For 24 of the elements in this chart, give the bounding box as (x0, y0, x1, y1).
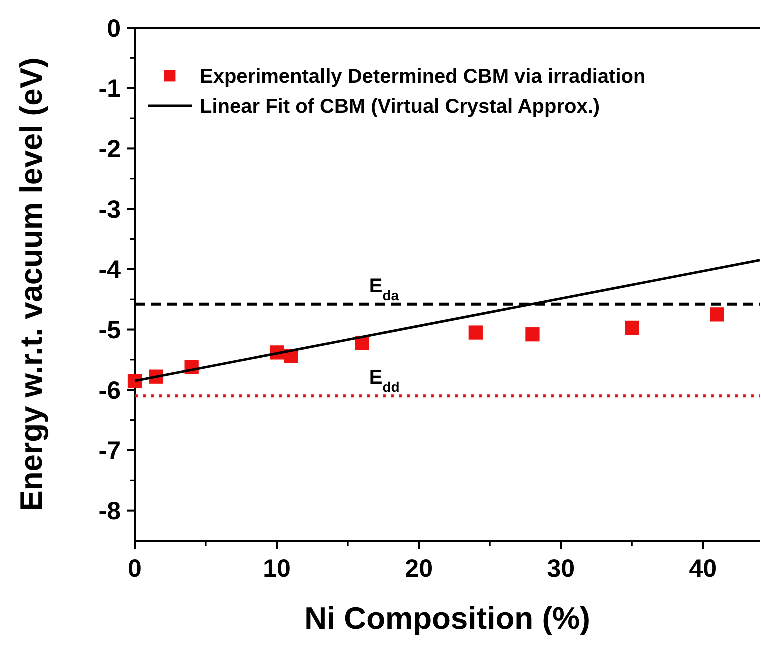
point (625, 320, 640, 336)
y-tick-label: -3 (98, 196, 121, 224)
legend-label: Linear Fit of CBM (Virtual Crystal Approx.) (200, 96, 600, 118)
y-tick-label: -8 (98, 498, 122, 526)
x-tick-label: 40 (689, 555, 718, 583)
point (526, 328, 540, 342)
ref-line-label: E$_{da}$ (369, 275, 400, 304)
x-tick-label: 10 (263, 555, 291, 583)
legend-label: Experimentally Determined CBM via irradiation (200, 66, 646, 88)
y-tick-label: -5 (98, 316, 122, 345)
point (710, 308, 724, 322)
y-tick-label: -7 (98, 437, 121, 466)
y-axis-title: Energy w.r.t. vacuum level (eV) (14, 58, 49, 512)
y-tick-label: -2 (98, 135, 121, 164)
y-tick-label: -4 (98, 256, 122, 284)
point (468, 326, 483, 340)
y-tick-label: -1 (98, 75, 122, 104)
x-tick-label: 20 (405, 555, 433, 583)
ref-line-label: E$_{dd}$ (369, 367, 400, 396)
y-tick-label: -6 (98, 376, 121, 405)
x-tick-label: 30 (547, 555, 576, 583)
y-tick-label: 0 (107, 14, 121, 43)
x-axis-title: Ni Composition (%) (304, 601, 590, 636)
x-tick-label: 0 (128, 555, 142, 583)
